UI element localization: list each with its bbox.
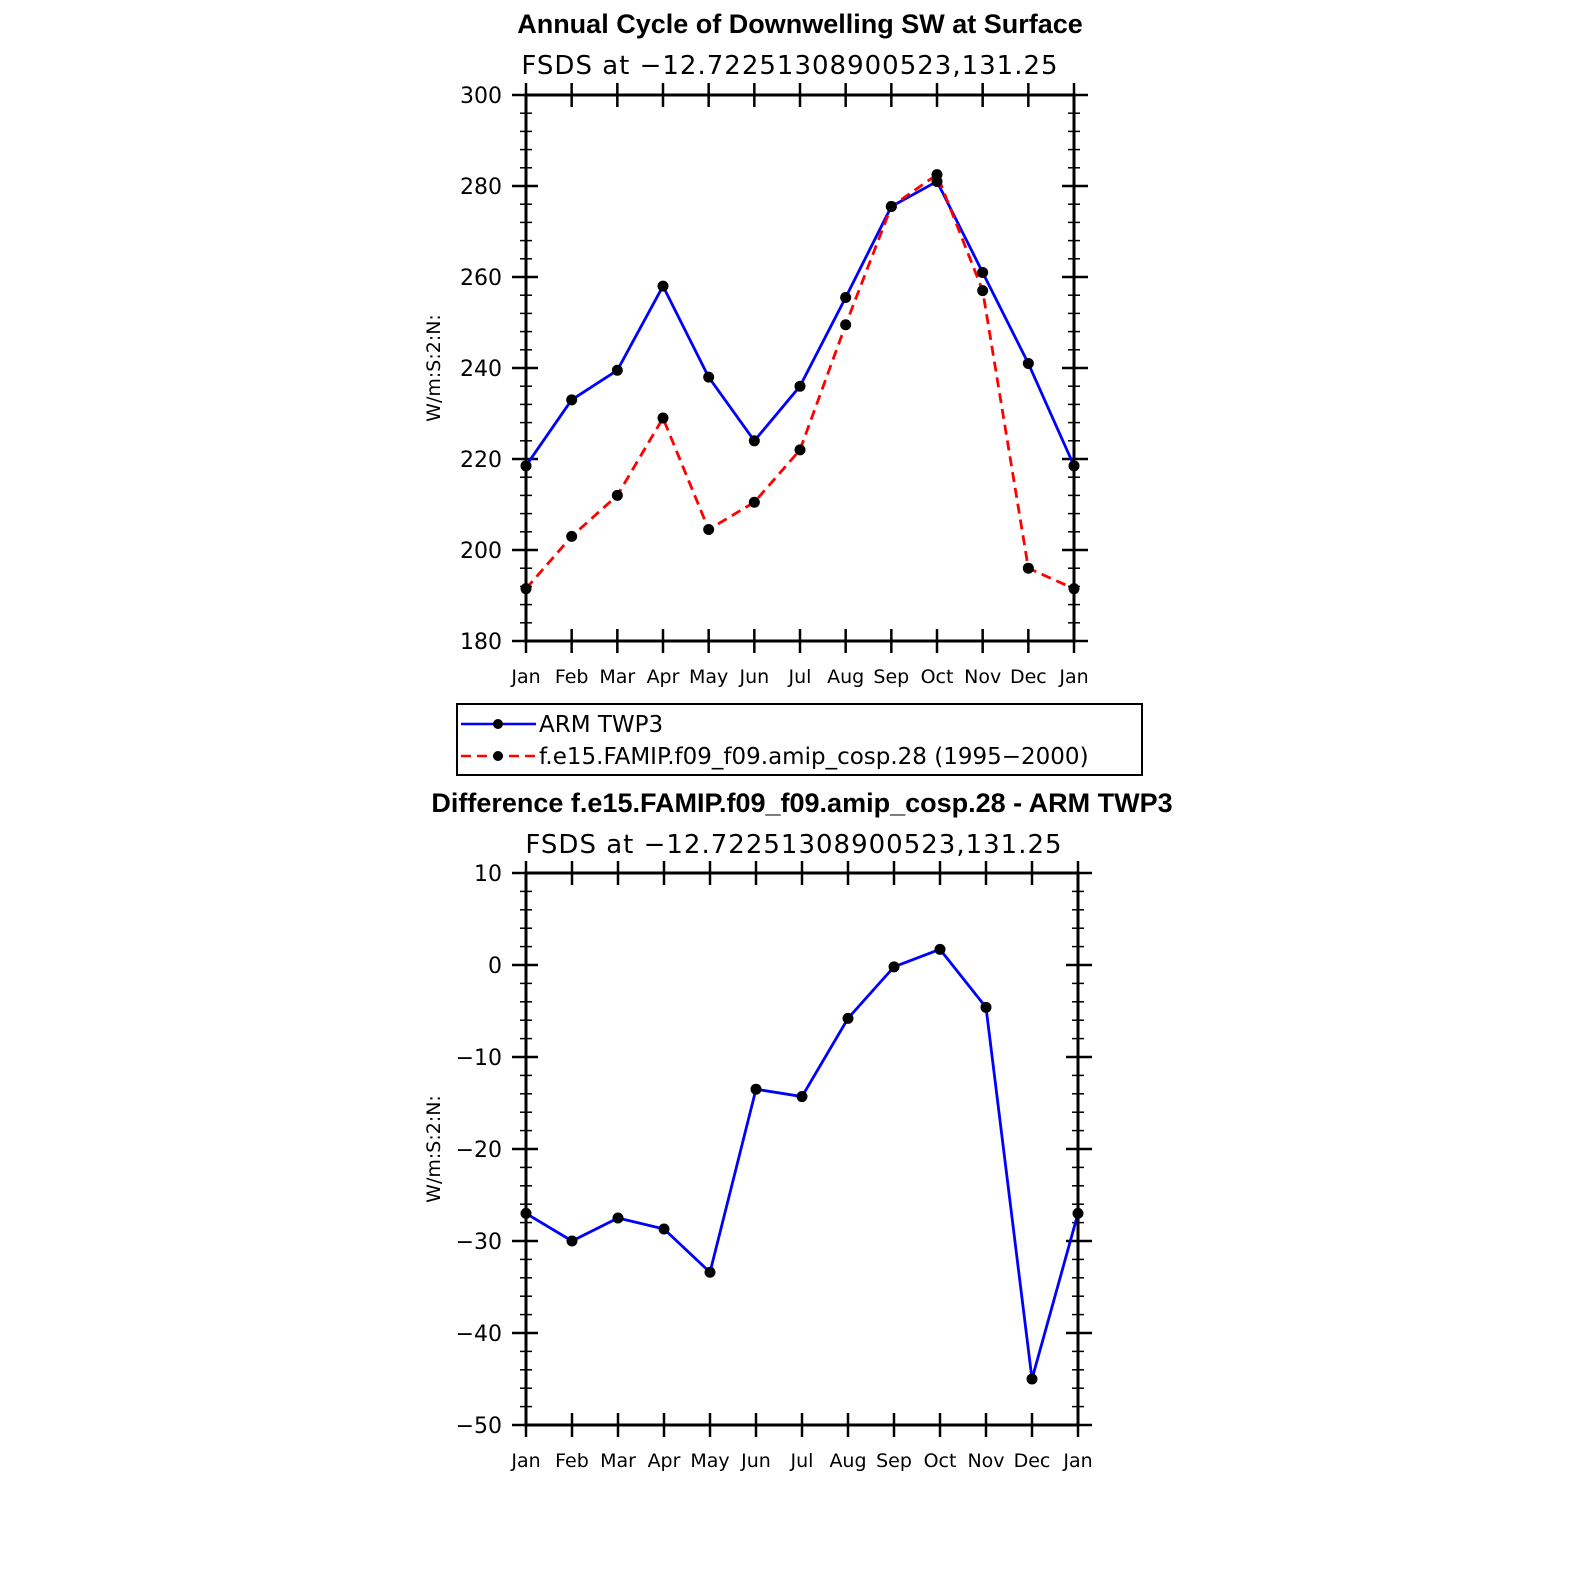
- xtick-label: Nov: [964, 666, 1001, 688]
- xtick-label: May: [690, 1450, 729, 1472]
- series-0-point: [840, 291, 852, 303]
- ytick-label: −40: [456, 1322, 502, 1347]
- series-0-point: [1022, 357, 1034, 369]
- chart-2-series: [520, 943, 1084, 1385]
- series-1-point: [1022, 562, 1034, 574]
- xtick-label: Jun: [738, 666, 769, 688]
- xtick-label: Jan: [510, 666, 540, 688]
- series-1-point: [794, 444, 806, 456]
- xtick-label: Aug: [827, 666, 864, 688]
- xtick-label: Oct: [921, 666, 954, 688]
- chart-2-axes: −50 −40 −30 −20 −10 0 10 Jan Feb Mar Apr May Jun Jul A…: [456, 861, 1093, 1472]
- series-0-point: [566, 1235, 578, 1247]
- ytick-label: −30: [456, 1230, 502, 1255]
- series-1-point: [703, 524, 715, 536]
- chart-2-title: Difference f.e15.FAMIP.f09_f09.amip_cosp…: [431, 788, 1172, 818]
- ytick-label: −10: [456, 1046, 502, 1071]
- chart-1-frame: [524, 93, 1076, 643]
- ytick-label: −50: [456, 1414, 502, 1439]
- series-1-point: [931, 169, 943, 181]
- ytick-label: 260: [460, 266, 502, 291]
- xtick-label: Jan: [1058, 666, 1088, 688]
- legend-marker-model: [493, 751, 503, 761]
- series-0-point: [703, 371, 715, 383]
- chart-1-series: [520, 169, 1080, 595]
- xtick-label: Mar: [600, 1450, 636, 1472]
- series-0-point: [934, 943, 946, 955]
- series-0-point: [980, 1001, 992, 1013]
- chart-1-ylabel: W/m:S:2:N:: [423, 314, 445, 422]
- xtick-label: Jun: [740, 1450, 771, 1472]
- ytick-label: 200: [460, 539, 502, 564]
- xtick-label: Dec: [1010, 666, 1047, 688]
- ytick-label: 0: [488, 954, 502, 979]
- annual-cycle-chart: Annual Cycle of Downwelling SW at Surfac…: [423, 9, 1089, 688]
- series-line-0: [524, 180, 1076, 467]
- chart-1-axes: 180 200 220 240 260 280 300 Jan Feb Mar Apr May Jun J…: [460, 83, 1089, 688]
- series-0-point: [1026, 1373, 1038, 1385]
- xtick-label: Apr: [647, 666, 680, 688]
- ytick-label: 10: [474, 862, 502, 887]
- ytick-label: 240: [460, 357, 502, 382]
- chart-1-subtitle: FSDS at −12.72251308900523,131.25: [521, 51, 1058, 81]
- xtick-label: Feb: [555, 1450, 589, 1472]
- series-0-point: [658, 1223, 670, 1235]
- ytick-label: 280: [460, 175, 502, 200]
- chart-2-ylabel: W/m:S:2:N:: [423, 1095, 445, 1203]
- legend-label-model: f.e15.FAMIP.f09_f09.amip_cosp.28 (1995−2…: [539, 744, 1089, 770]
- series-0-point: [888, 961, 900, 973]
- difference-chart: Difference f.e15.FAMIP.f09_f09.amip_cosp…: [423, 788, 1173, 1472]
- legend-box: [456, 703, 1143, 776]
- xtick-label: Sep: [873, 666, 909, 688]
- series-0-point: [794, 380, 806, 392]
- xtick-label: May: [689, 666, 728, 688]
- xtick-label: Jul: [790, 1450, 814, 1472]
- series-1-point: [566, 530, 578, 542]
- xtick-label: Oct: [924, 1450, 957, 1472]
- series-1-point: [611, 489, 623, 501]
- chart-2-subtitle: FSDS at −12.72251308900523,131.25: [525, 830, 1062, 860]
- ytick-label: 180: [460, 630, 502, 655]
- series-0-point: [977, 266, 989, 278]
- xtick-label: Sep: [876, 1450, 912, 1472]
- xtick-label: Aug: [829, 1450, 866, 1472]
- legend: ARM TWP3 f.e15.FAMIP.f09_f09.amip_cosp.2…: [456, 703, 1143, 776]
- series-0-point: [704, 1266, 716, 1278]
- xtick-label: Jan: [1062, 1450, 1092, 1472]
- series-1-point: [885, 200, 897, 212]
- xtick-label: Apr: [648, 1450, 681, 1472]
- chart-2-frame: [524, 871, 1080, 1427]
- series-0-point: [748, 435, 760, 447]
- series-line-0: [525, 947, 1080, 1381]
- xtick-label: Dec: [1014, 1450, 1051, 1472]
- xtick-label: Jan: [510, 1450, 540, 1472]
- series-1-point: [977, 285, 989, 297]
- series-1-point: [657, 412, 669, 424]
- xtick-label: Mar: [599, 666, 635, 688]
- xtick-label: Nov: [967, 1450, 1004, 1472]
- chart-1-title: Annual Cycle of Downwelling SW at Surfac…: [517, 9, 1083, 39]
- series-1-point: [748, 496, 760, 508]
- series-0-point: [566, 394, 578, 406]
- xtick-label: Feb: [555, 666, 589, 688]
- series-0-point: [657, 280, 669, 292]
- series-0-point: [611, 364, 623, 376]
- ytick-label: −20: [456, 1138, 502, 1163]
- series-0-point: [842, 1012, 854, 1024]
- legend-label-arm: ARM TWP3: [539, 712, 663, 738]
- series-0-point: [750, 1083, 762, 1095]
- ytick-label: 220: [460, 448, 502, 473]
- legend-marker-arm: [493, 719, 503, 729]
- series-0-point: [796, 1091, 808, 1103]
- series-1-point: [840, 319, 852, 331]
- ytick-label: 300: [460, 84, 502, 109]
- xtick-label: Jul: [788, 666, 812, 688]
- series-0-point: [612, 1212, 624, 1224]
